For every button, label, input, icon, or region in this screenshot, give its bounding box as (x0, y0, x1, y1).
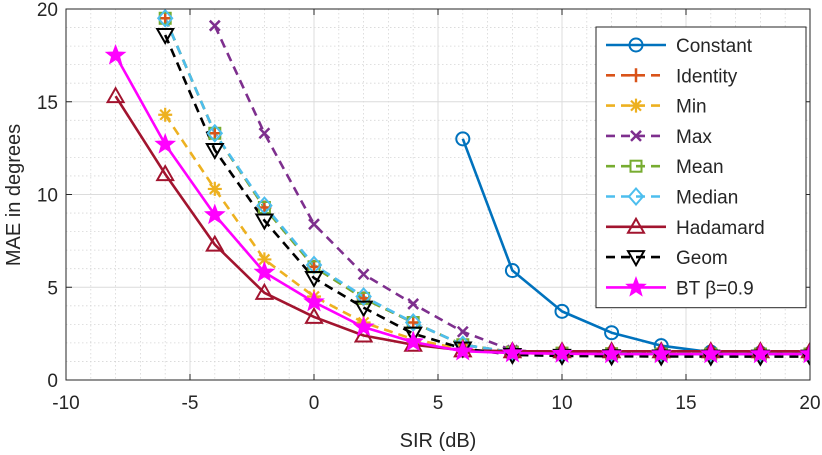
series-5-point (206, 123, 224, 143)
series-8-point (352, 315, 375, 337)
legend-marker-2 (629, 98, 643, 113)
series-6-point (254, 282, 275, 300)
series-7-point (353, 300, 374, 318)
y-axis-label: MAE in degrees (3, 124, 25, 266)
y-tick-label: 0 (47, 371, 58, 392)
series-7-point (205, 142, 225, 160)
series-5-point (305, 255, 323, 275)
legend-label-8: BT β=0.9 (676, 278, 754, 299)
series-8-point (799, 342, 810, 364)
legend-label-1: Identity (676, 66, 738, 87)
series-8-point (501, 341, 524, 363)
series-2-point (207, 181, 222, 196)
x-tick-label: 10 (551, 393, 572, 414)
series-markers (104, 9, 810, 367)
series-3-point (357, 268, 370, 281)
series-8-point (203, 203, 226, 225)
legend-marker-0 (628, 37, 644, 53)
legend-label-4: Mean (676, 157, 724, 178)
y-tick-label: 15 (37, 93, 58, 114)
legend-label-2: Min (676, 97, 707, 118)
legend: Constant Identity Min Max Mean Median Hadamard… (595, 26, 807, 309)
axis-ticks (65, 8, 811, 381)
legend-label-3: Max (676, 127, 712, 148)
legend-label-6: Hadamard (676, 218, 765, 239)
series-5-point (355, 287, 372, 307)
series-6-point (155, 164, 175, 182)
series-8-point (699, 342, 722, 364)
legend-marker-8 (625, 275, 647, 297)
series-3-point (258, 127, 271, 140)
series-5-point (156, 9, 174, 28)
series-8-point (600, 342, 623, 364)
series-8-point (551, 342, 573, 363)
series-7-point (254, 213, 275, 231)
legend-marker-6 (626, 216, 646, 234)
series-7-point (403, 326, 423, 344)
legend-marker-7 (626, 250, 646, 268)
series-3-point (407, 298, 420, 310)
x-tick-label: 5 (433, 393, 444, 414)
legend-label-7: Geom (676, 248, 728, 269)
series-3-point (208, 19, 221, 32)
series-8-point (104, 43, 127, 65)
legend-marker-3 (630, 130, 642, 142)
series-8-point (253, 260, 276, 282)
series-8-point (650, 342, 673, 364)
series-2-point (158, 107, 173, 122)
series-8-point (154, 132, 177, 154)
legend-marker-1 (629, 68, 643, 83)
series-5-point (404, 312, 422, 333)
series-3-point (456, 325, 469, 338)
series-8-point (749, 342, 772, 364)
series-0-point (604, 325, 620, 341)
series-0-point (455, 131, 471, 147)
series-6-point (205, 234, 225, 252)
series-3-point (308, 218, 320, 231)
series-2-point (257, 252, 272, 267)
legend-marker-4 (629, 159, 643, 173)
series-8-point (451, 339, 474, 361)
x-tick-label: 20 (799, 393, 820, 414)
series-8-point (402, 330, 425, 352)
x-tick-label: 15 (675, 393, 696, 414)
series-6-point (105, 86, 126, 104)
x-axis-label: SIR (dB) (400, 430, 477, 452)
y-tick-label: 5 (47, 278, 58, 299)
series-0-point (554, 303, 570, 319)
series-4-point (158, 11, 172, 25)
tick-labels: -10 -5 0 5 10 15 20 0 5 10 15 20 (37, 0, 821, 414)
series-6-point (304, 306, 324, 324)
x-tick-label: -10 (52, 393, 79, 414)
series-7-point (155, 27, 175, 45)
series-7-point (304, 270, 324, 288)
y-tick-label: 10 (37, 186, 58, 207)
legend-marker-5 (627, 186, 645, 207)
legend-label-0: Constant (676, 36, 753, 57)
x-tick-label: -5 (182, 393, 199, 414)
legend-label-5: Median (676, 188, 738, 209)
series-8-point (303, 290, 325, 312)
series-4-point (208, 126, 222, 140)
x-tick-label: 0 (309, 393, 320, 414)
series-0-point (504, 263, 520, 279)
y-tick-label: 20 (37, 0, 58, 21)
